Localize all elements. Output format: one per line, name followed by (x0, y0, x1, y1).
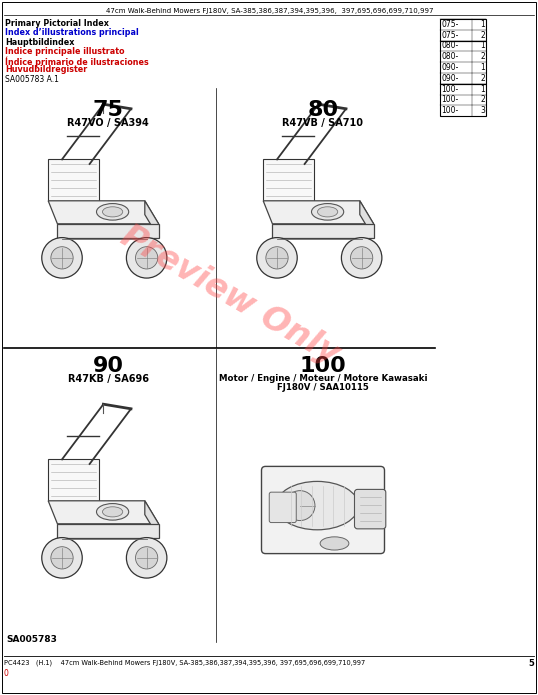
Text: Primary Pictorial Index: Primary Pictorial Index (5, 19, 109, 28)
Circle shape (126, 538, 167, 578)
Circle shape (126, 238, 167, 278)
Bar (440, 19, 486, 30)
Text: Preview Only: Preview Only (115, 219, 345, 371)
Text: 1: 1 (480, 85, 485, 94)
Polygon shape (272, 224, 373, 238)
Polygon shape (145, 501, 159, 538)
FancyBboxPatch shape (355, 489, 386, 529)
Circle shape (266, 247, 288, 269)
Bar (440, 95, 486, 106)
Polygon shape (263, 201, 373, 224)
Bar (440, 62, 486, 73)
Polygon shape (58, 524, 159, 538)
Text: Huvudbildregister: Huvudbildregister (5, 65, 87, 74)
Circle shape (136, 547, 158, 569)
Ellipse shape (96, 204, 129, 220)
Circle shape (42, 538, 82, 578)
Polygon shape (145, 201, 159, 238)
Bar (440, 84, 486, 116)
Ellipse shape (317, 207, 338, 217)
Circle shape (51, 247, 73, 269)
Text: 47cm Walk-Behind Mowers FJ180V, SA-385,386,387,394,395,396,  397,695,696,699,710: 47cm Walk-Behind Mowers FJ180V, SA-385,3… (106, 8, 434, 14)
Bar (440, 73, 486, 84)
Text: SA005783 A.1: SA005783 A.1 (5, 75, 59, 84)
Polygon shape (48, 201, 159, 224)
Text: PC4423   (H.1)    47cm Walk-Behind Mowers FJ180V, SA-385,386,387,394,395,396, 39: PC4423 (H.1) 47cm Walk-Behind Mowers FJ1… (4, 659, 365, 666)
Bar (440, 40, 486, 84)
Text: 3: 3 (480, 106, 485, 115)
Bar (440, 40, 486, 51)
Text: 100: 100 (300, 356, 346, 376)
Text: Índice primario de ilustraciones: Índice primario de ilustraciones (5, 56, 148, 67)
Polygon shape (48, 459, 99, 501)
Text: R47KB / SA696: R47KB / SA696 (67, 374, 148, 384)
Bar (440, 106, 486, 116)
Text: SA005783: SA005783 (6, 635, 57, 644)
Circle shape (342, 238, 382, 278)
Text: 1: 1 (480, 20, 485, 29)
Text: 080-: 080- (441, 42, 458, 51)
Text: 0: 0 (4, 669, 9, 678)
Text: 075-: 075- (441, 31, 458, 40)
Circle shape (257, 238, 297, 278)
Text: 2: 2 (480, 95, 485, 104)
Text: 090-: 090- (441, 63, 458, 72)
Polygon shape (48, 159, 99, 201)
Bar (440, 51, 486, 62)
Text: 75: 75 (93, 100, 123, 120)
Text: Motor / Engine / Moteur / Motore Kawasaki: Motor / Engine / Moteur / Motore Kawasak… (219, 374, 427, 383)
Text: 2: 2 (480, 31, 485, 40)
Bar (440, 84, 486, 95)
Circle shape (351, 247, 373, 269)
Polygon shape (58, 224, 159, 238)
FancyBboxPatch shape (269, 492, 296, 523)
FancyBboxPatch shape (261, 466, 385, 554)
Polygon shape (48, 501, 159, 524)
Polygon shape (360, 201, 373, 238)
Ellipse shape (102, 507, 123, 517)
Text: 100-: 100- (441, 106, 458, 115)
Text: 1: 1 (480, 63, 485, 72)
Circle shape (136, 247, 158, 269)
Text: Index d’illustrations principal: Index d’illustrations principal (5, 28, 139, 38)
Text: 5: 5 (528, 659, 534, 668)
Ellipse shape (312, 204, 344, 220)
Text: 090-: 090- (441, 74, 458, 83)
Text: FJ180V / SAA10115: FJ180V / SAA10115 (277, 383, 369, 392)
Ellipse shape (96, 504, 129, 520)
Text: 80: 80 (307, 100, 338, 120)
Ellipse shape (276, 482, 359, 530)
Bar (440, 19, 486, 40)
Text: 100-: 100- (441, 95, 458, 104)
Ellipse shape (102, 207, 123, 217)
Text: 075-: 075- (441, 20, 458, 29)
Text: 1: 1 (480, 42, 485, 51)
Text: R47VB / SA710: R47VB / SA710 (282, 118, 364, 128)
Text: Hauptbildindex: Hauptbildindex (5, 38, 74, 47)
Text: 2: 2 (480, 74, 485, 83)
Circle shape (42, 238, 82, 278)
Text: 100-: 100- (441, 85, 458, 94)
Polygon shape (263, 159, 314, 201)
Text: 080-: 080- (441, 52, 458, 61)
Text: 90: 90 (93, 356, 124, 376)
Text: R47VO / SA394: R47VO / SA394 (67, 118, 149, 128)
Ellipse shape (320, 537, 349, 550)
Circle shape (285, 491, 315, 521)
Text: Indice principale illustrato: Indice principale illustrato (5, 47, 124, 56)
Bar (440, 30, 486, 40)
Text: 2: 2 (480, 52, 485, 61)
Circle shape (51, 547, 73, 569)
